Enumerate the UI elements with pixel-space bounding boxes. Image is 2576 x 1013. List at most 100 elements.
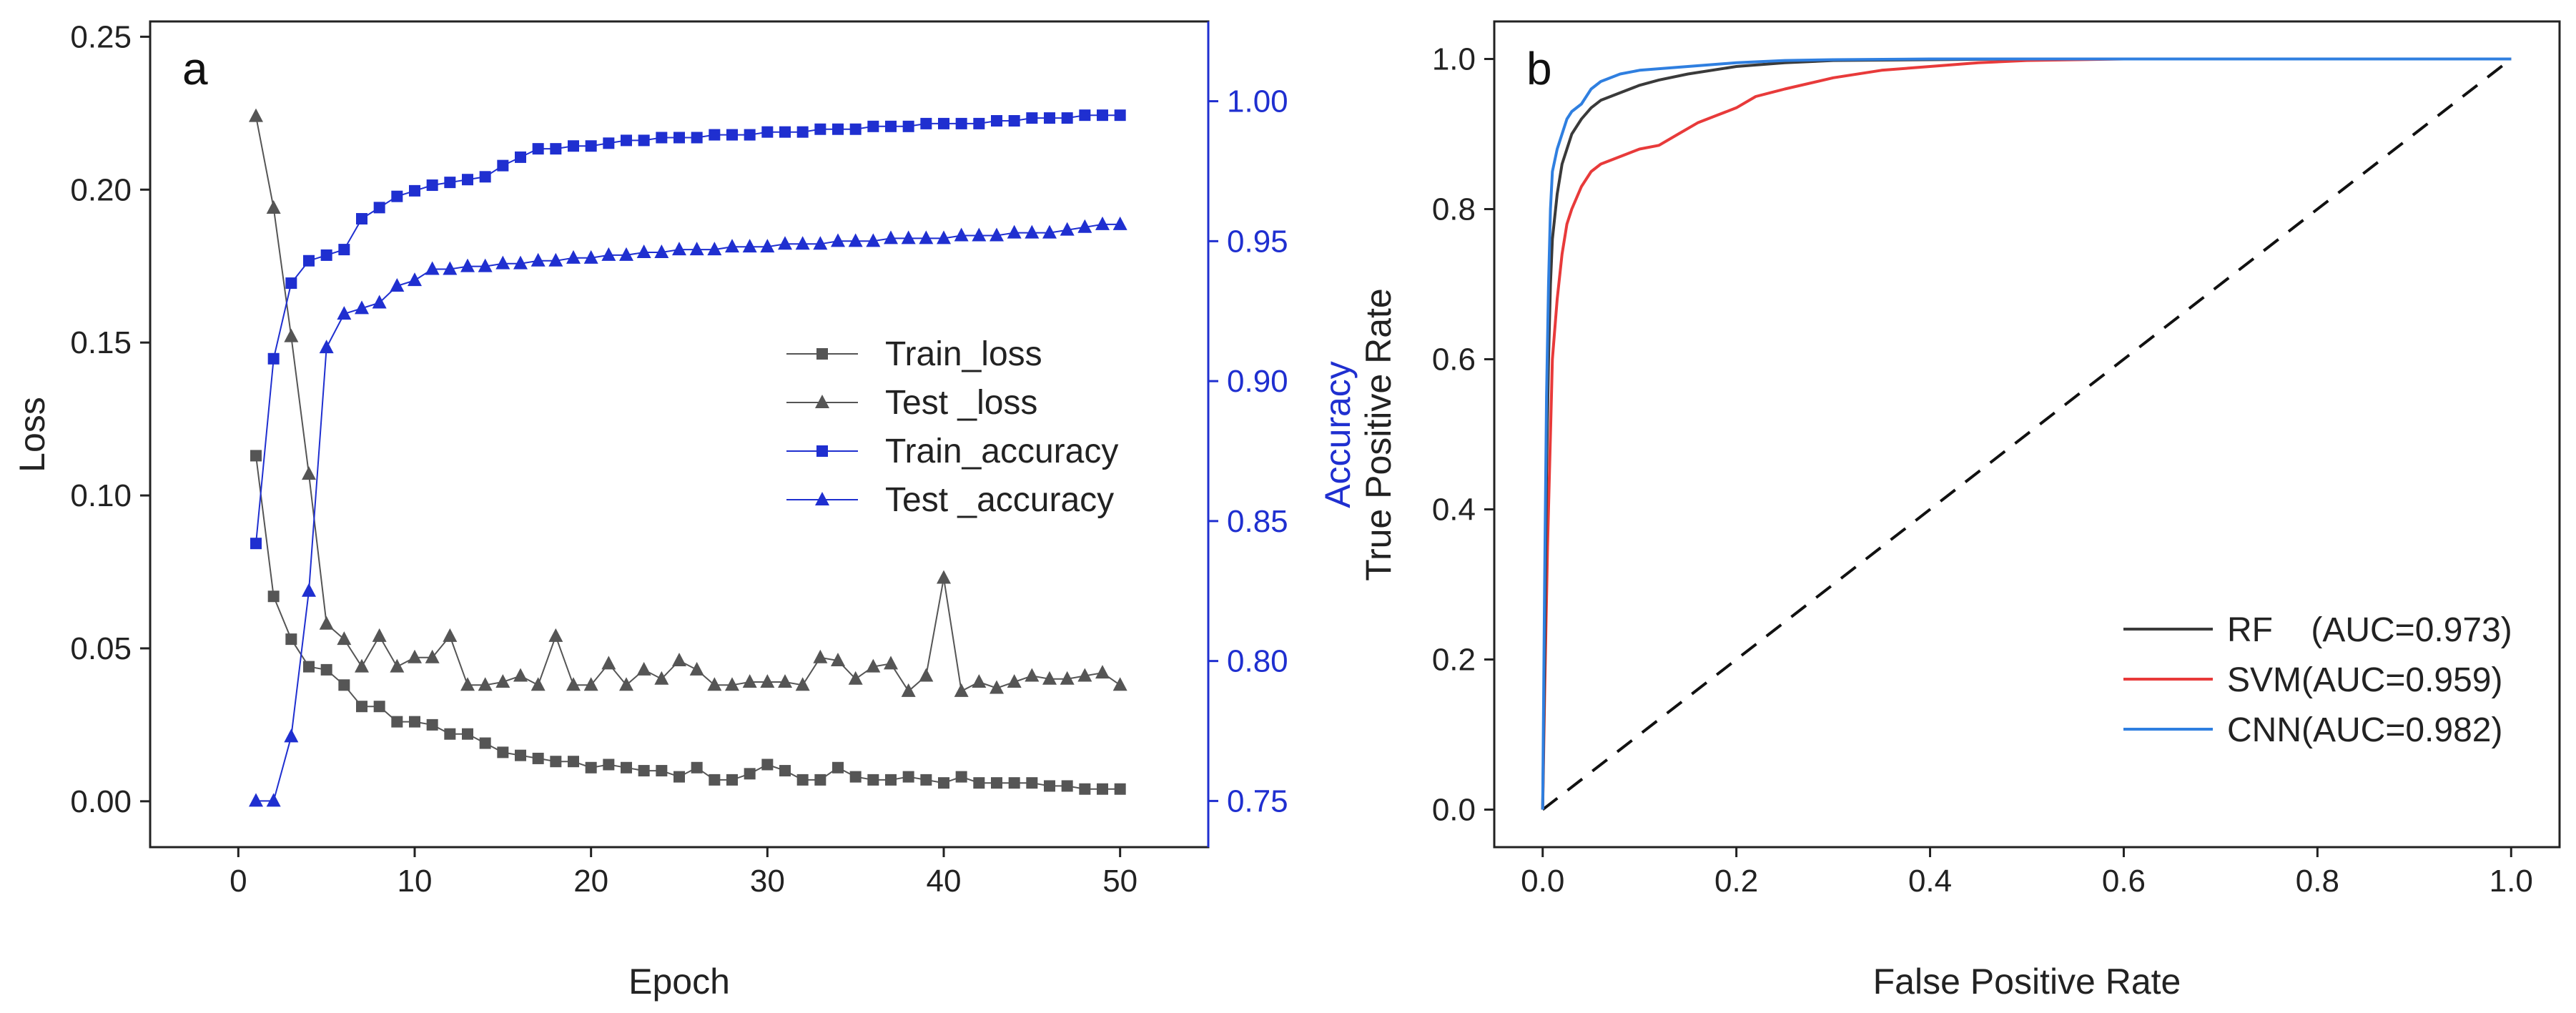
- data-point-train_loss: [1097, 783, 1108, 795]
- data-point-train_loss: [621, 761, 632, 774]
- data-point-test_loss: [990, 680, 1004, 694]
- data-point-test_loss: [760, 674, 775, 688]
- data-point-test_accuracy: [619, 247, 633, 261]
- data-point-test_accuracy: [495, 255, 510, 270]
- data-point-train_accuracy: [497, 159, 509, 172]
- panel-a-y2-tick-label: 0.95: [1227, 224, 1288, 259]
- data-point-train_accuracy: [391, 190, 403, 202]
- legend-marker: [815, 395, 829, 408]
- data-point-test_loss: [302, 466, 316, 480]
- panel-b-label: b: [1526, 43, 1552, 94]
- data-point-train_accuracy: [409, 184, 420, 197]
- data-point-train_loss: [1114, 783, 1126, 795]
- data-point-test_accuracy: [249, 793, 263, 807]
- data-point-train_loss: [356, 701, 367, 713]
- data-point-test_accuracy: [284, 728, 299, 743]
- data-point-train_loss: [338, 679, 350, 691]
- data-point-test_accuracy: [1095, 216, 1110, 230]
- panel-a-y2-tick-label: 0.85: [1227, 504, 1288, 539]
- panel-a-chart: 0 10 20 30 40 50 0.00 0.05 0.10 0.15 0.20 0.25 0.75 0…: [12, 19, 1358, 1002]
- data-point-train_accuracy: [356, 213, 367, 225]
- data-point-train_accuracy: [796, 126, 809, 138]
- data-point-train_accuracy: [585, 140, 597, 152]
- data-point-test_accuracy: [742, 239, 757, 253]
- panel-a-x-tick-label: 30: [750, 864, 785, 899]
- data-point-train_accuracy: [638, 134, 650, 147]
- data-point-train_accuracy: [338, 244, 350, 256]
- data-point-test_accuracy: [831, 233, 845, 247]
- data-point-test_loss: [795, 677, 810, 691]
- panel-a-y-tick-label: 0.00: [70, 784, 132, 819]
- data-point-train_loss: [462, 728, 473, 740]
- data-point-test_accuracy: [795, 236, 810, 250]
- data-point-test_loss: [1112, 677, 1127, 691]
- panel-a-x-tick-label: 50: [1102, 864, 1138, 899]
- data-point-test_loss: [372, 628, 387, 642]
- data-point-test_loss: [566, 677, 581, 691]
- data-point-train_accuracy: [1114, 109, 1126, 122]
- data-point-test_accuracy: [583, 249, 598, 264]
- data-point-test_loss: [531, 677, 546, 691]
- data-point-train_loss: [691, 761, 703, 774]
- data-point-test_loss: [284, 328, 299, 342]
- data-point-train_loss: [444, 728, 456, 740]
- data-point-train_accuracy: [267, 352, 280, 365]
- data-point-train_accuracy: [1097, 109, 1108, 122]
- data-point-train_accuracy: [444, 177, 456, 189]
- data-point-train_loss: [920, 774, 932, 786]
- data-point-train_accuracy: [691, 132, 703, 144]
- data-point-train_loss: [779, 765, 791, 777]
- data-point-train_accuracy: [320, 249, 332, 261]
- data-point-train_loss: [1044, 780, 1055, 792]
- data-point-test_accuracy: [1112, 216, 1127, 230]
- data-point-test_loss: [425, 649, 440, 663]
- data-point-train_loss: [1061, 780, 1073, 792]
- panel-a-x-tick-label: 20: [573, 864, 608, 899]
- data-point-test_accuracy: [866, 233, 881, 247]
- panel-b-y-axis-label: True Positive Rate: [1358, 288, 1398, 580]
- data-point-test_accuracy: [1060, 222, 1075, 236]
- data-point-test_loss: [654, 671, 669, 685]
- data-point-train_loss: [285, 633, 297, 646]
- data-point-train_loss: [814, 774, 826, 786]
- data-point-train_accuracy: [709, 129, 721, 141]
- data-point-train_loss: [1079, 783, 1091, 795]
- panel-b-x-tick-label: 0.8: [2296, 864, 2339, 899]
- panel-b-chart: 0.0 0.2 0.4 0.6 0.8 1.0 0.0 0.2 0.4 0.6 0.8 1.0 b F…: [1358, 20, 2561, 1002]
- diagonal-reference-line: [1541, 57, 2512, 811]
- data-point-train_loss: [391, 716, 403, 728]
- data-point-test_accuracy: [337, 306, 352, 320]
- data-point-test_accuracy: [901, 230, 916, 244]
- data-point-train_loss: [373, 701, 385, 713]
- data-point-train_loss: [303, 661, 315, 673]
- data-point-train_loss: [991, 777, 1002, 789]
- data-point-train_accuracy: [955, 117, 967, 129]
- data-point-train_accuracy: [973, 117, 985, 129]
- data-point-test_accuracy: [390, 277, 405, 292]
- panel-a-y-tick-label: 0.05: [70, 631, 132, 666]
- data-point-train_loss: [726, 774, 738, 786]
- data-point-test_loss: [636, 661, 651, 676]
- data-point-train_accuracy: [1008, 114, 1020, 127]
- data-point-test_accuracy: [1042, 224, 1057, 239]
- roc-curve-svm: [1541, 57, 2512, 810]
- data-point-test_accuracy: [302, 583, 316, 597]
- data-point-train_loss: [832, 761, 844, 774]
- data-point-test_loss: [1095, 665, 1110, 679]
- data-point-test_accuracy: [566, 249, 581, 264]
- data-point-train_loss: [409, 716, 420, 728]
- panel-a-y-axis-label: Loss: [12, 397, 52, 473]
- data-point-test_loss: [1025, 668, 1040, 682]
- data-point-train_accuracy: [550, 143, 562, 155]
- data-point-test_accuracy: [548, 252, 563, 267]
- data-point-test_accuracy: [1007, 224, 1022, 239]
- data-point-test_accuracy: [707, 242, 722, 256]
- data-point-test_loss: [319, 616, 334, 630]
- data-point-train_accuracy: [867, 120, 879, 132]
- panel-a-x-axis-label: Epoch: [628, 962, 730, 1002]
- data-point-train_accuracy: [426, 179, 438, 192]
- panel-b-y-tick-label: 0.6: [1432, 342, 1476, 377]
- data-point-test_loss: [1077, 668, 1092, 682]
- data-point-train_accuracy: [779, 126, 791, 138]
